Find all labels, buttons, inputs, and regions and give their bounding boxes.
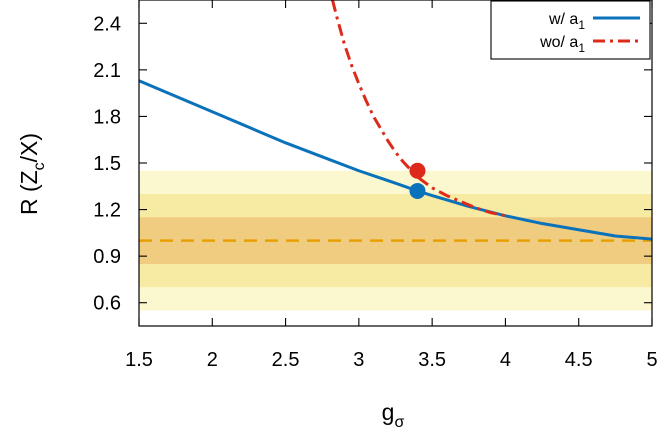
marker-point-1 [409,162,426,179]
y-tick-label: 1.5 [93,153,121,175]
x-tick-label: 5 [646,349,657,371]
x-axis-label: gσ [382,399,405,431]
legend-box [490,0,651,60]
markers-group [409,162,426,199]
series-line-1 [139,79,652,241]
x-tick-label: 3.5 [418,349,446,371]
axis-labels: gσ R (Zc/X) [16,133,404,431]
y-tick-label: 0.6 [93,293,121,315]
y-axis-label: R (Zc/X) [16,133,48,215]
legend-label-1: w/ a1 [548,11,585,32]
y-tick-label: 2.4 [93,13,121,35]
x-tick-label: 4.5 [565,349,593,371]
x-tick-label: 3 [353,349,364,371]
x-tick-label: 2.5 [272,349,300,371]
y-tick-label: 1.8 [93,106,121,128]
ticks-group: 1.5 2 2.5 3 3.5 4 4.5 5 0.6 0.9 1.2 1.5 1.8 2.1 2.4 [93,0,658,371]
x-tick-label: 2 [207,349,218,371]
x-tick-label: 4 [500,349,511,371]
y-tick-label: 2.1 [93,60,121,82]
y-tick-label: 1.2 [93,200,121,222]
series-group [139,0,652,241]
marker-point-2 [409,182,426,199]
x-tick-label: 1.5 [125,349,153,371]
series-line-2 [331,0,506,218]
y-tick-label: 0.9 [93,246,121,268]
legend-label-2: wo/ a1 [539,34,585,55]
